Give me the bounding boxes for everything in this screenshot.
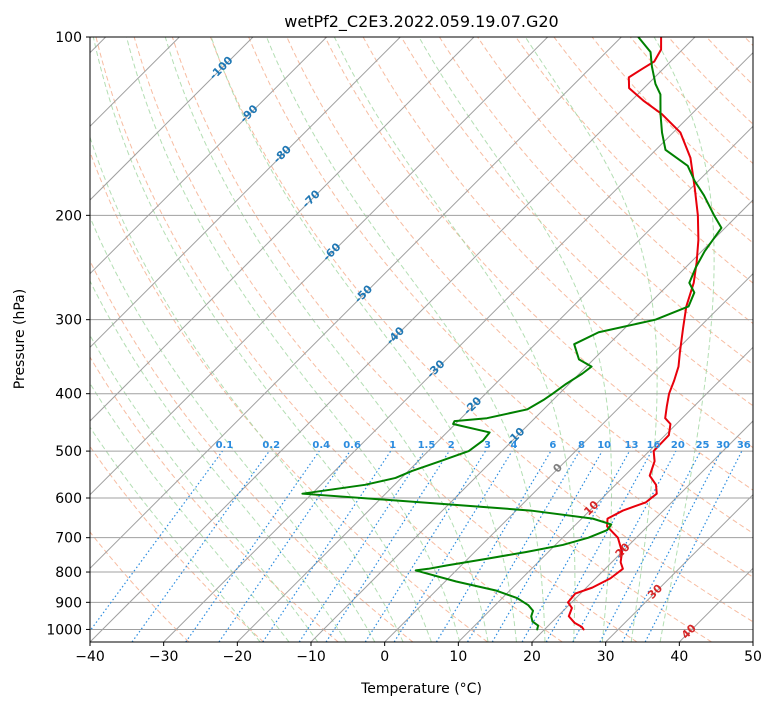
x-tick-label: 10	[449, 649, 467, 665]
y-tick-label: 900	[55, 595, 82, 611]
mixing-ratio-label: 8	[578, 440, 585, 451]
x-tick-label: −30	[149, 649, 179, 665]
x-tick-label: 0	[380, 649, 389, 665]
y-tick-label: 800	[55, 565, 82, 581]
mixing-ratio-label: 0.6	[343, 440, 361, 451]
x-tick-label: −40	[75, 649, 105, 665]
x-tick-label: −20	[223, 649, 253, 665]
mixing-ratio-label: 20	[671, 440, 685, 451]
x-axis-label: Temperature (°C)	[360, 681, 482, 697]
mixing-ratio-label: 30	[716, 440, 730, 451]
x-tick-label: 20	[523, 649, 541, 665]
mixing-ratio-label: 6	[549, 440, 556, 451]
y-tick-label: 400	[55, 387, 82, 403]
x-tick-label: 50	[744, 649, 762, 665]
x-tick-label: 40	[670, 649, 688, 665]
mixing-ratio-label: 0.1	[216, 440, 234, 451]
mixing-ratio-label: 2	[448, 440, 455, 451]
mixing-ratio-label: 0.2	[262, 440, 280, 451]
y-tick-label: 100	[55, 30, 82, 46]
mixing-ratio-label: 25	[696, 440, 710, 451]
y-axis-label: Pressure (hPa)	[12, 289, 28, 389]
mixing-ratio-label: 16	[647, 440, 661, 451]
x-tick-label: −10	[296, 649, 326, 665]
y-tick-label: 700	[55, 531, 82, 547]
chart-title: wetPf2_C2E3.2022.059.19.07.G20	[284, 12, 558, 32]
mixing-ratio-label: 36	[737, 440, 751, 451]
y-tick-label: 500	[55, 444, 82, 460]
y-tick-label: 600	[55, 491, 82, 507]
mixing-ratio-label: 10	[597, 440, 611, 451]
mixing-ratio-label: 13	[625, 440, 639, 451]
y-tick-label: 200	[55, 208, 82, 224]
x-tick-label: 30	[597, 649, 615, 665]
mixing-ratio-label: 1	[389, 440, 396, 451]
y-tick-label: 1000	[46, 622, 82, 638]
y-tick-label: 300	[55, 313, 82, 329]
mixing-ratio-label: 3	[484, 440, 491, 451]
mixing-ratio-label: 1.5	[418, 440, 436, 451]
mixing-ratio-label: 0.4	[312, 440, 330, 451]
